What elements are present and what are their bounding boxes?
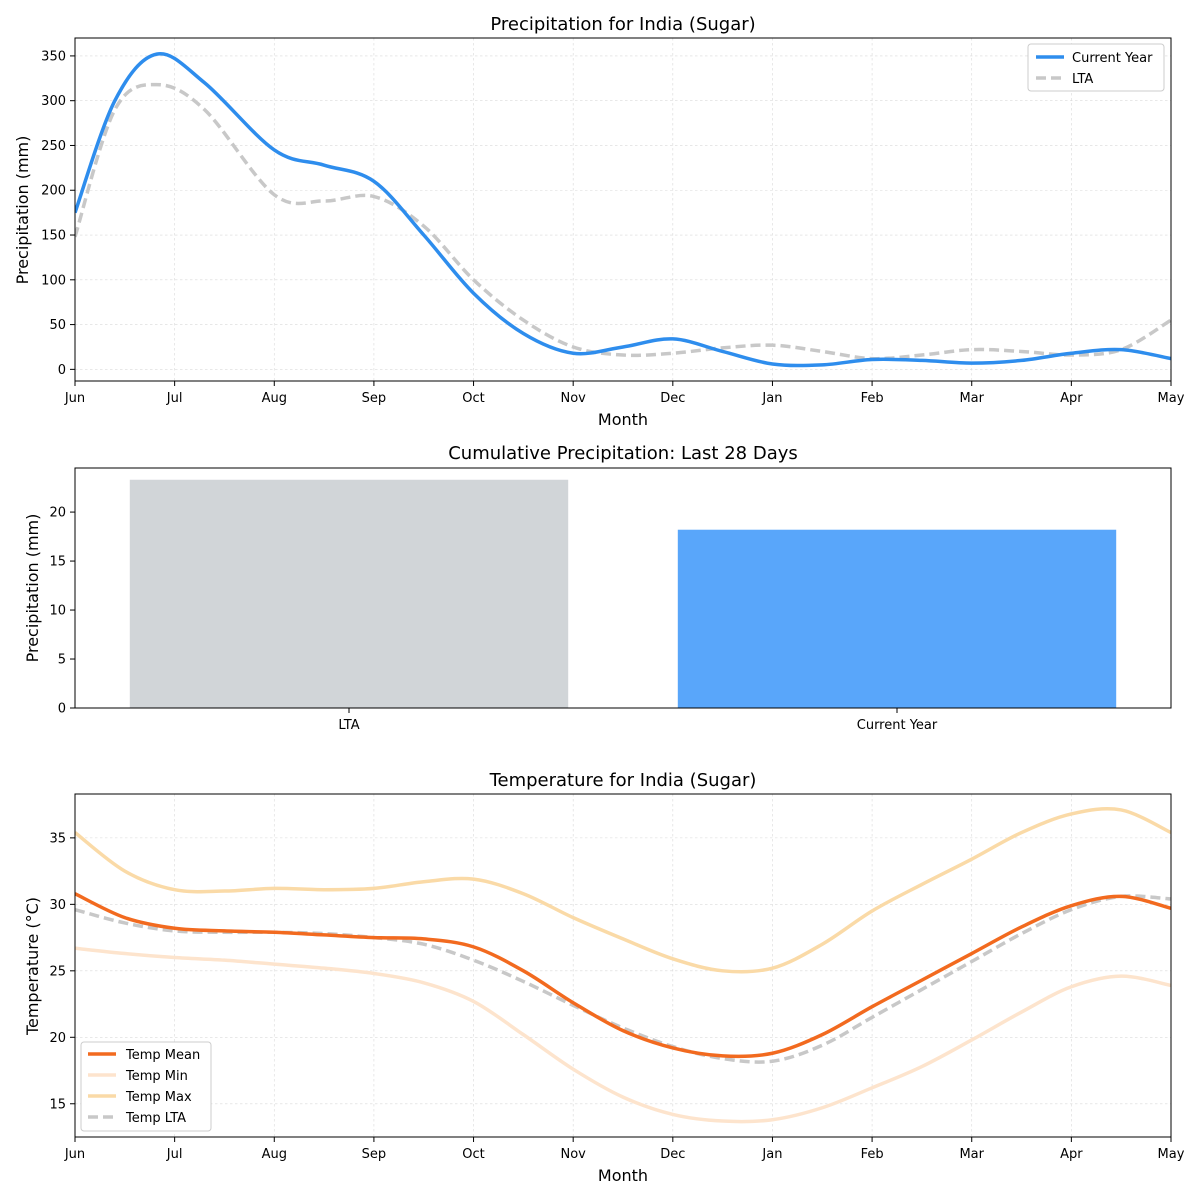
bar-y-tick-label-0: 0 [58, 702, 66, 717]
series-line-current-year [75, 52, 1171, 368]
p3-x-tick-label-aug: Aug [262, 1147, 287, 1162]
p1-y-tick-label-250: 250 [41, 139, 66, 154]
p1-y-tick-label-50: 50 [49, 318, 66, 333]
p1-y-tick-label-150: 150 [41, 229, 66, 244]
bar-y-tick-label-10: 10 [49, 604, 66, 619]
p3-x-tick-label-jul: Jul [166, 1147, 183, 1162]
precip-chart-title: Precipitation for India (Sugar) [490, 14, 755, 35]
p3-x-tick-label-jan: Jan [761, 1147, 782, 1162]
p1-x-tick-label-aug: Aug [262, 391, 287, 406]
legend-label-temp-min: Temp Min [125, 1069, 188, 1084]
p1-x-tick-label-jun: Jun [64, 391, 85, 406]
p3-x-tick-label-dec: Dec [660, 1147, 685, 1162]
p1-x-tick-label-jan: Jan [761, 391, 782, 406]
bar-lta [129, 479, 569, 708]
p3-y-tick-label-20: 20 [49, 1031, 66, 1046]
bar-x-tick-label-current-year: Current Year [857, 718, 938, 733]
p1-x-tick-label-oct: Oct [462, 391, 484, 406]
legend-label-temp-max: Temp Max [125, 1090, 192, 1105]
p1-x-tick-label-sep: Sep [362, 391, 387, 406]
legend-label-lta: LTA [1072, 72, 1093, 87]
series-line-temp-min [75, 946, 1171, 1124]
bar-y-tick-label-5: 5 [58, 653, 66, 668]
series-line-temp-mean [75, 892, 1171, 1059]
temp-chart-title: Temperature for India (Sugar) [489, 770, 757, 791]
bar-y-tick-label-15: 15 [49, 555, 66, 570]
temp-legend: Temp Mean Temp Min Temp Max Temp LTA [80, 1041, 212, 1132]
p1-x-tick-label-mar: Mar [959, 391, 984, 406]
bar-x-tick-label-lta: LTA [338, 718, 359, 733]
p3-x-tick-label-oct: Oct [462, 1147, 484, 1162]
legend-label-temp-mean: Temp Mean [125, 1048, 200, 1063]
precipitation-line-chart: Precipitation for India (Sugar) Jun Jul Au… [13, 14, 1185, 429]
p3-y-tick-label-25: 25 [49, 964, 66, 979]
p3-x-tick-label-may: May [1158, 1147, 1185, 1162]
bar-y-tick-label-20: 20 [49, 506, 66, 521]
temp-plot-frame [74, 793, 1172, 1138]
p3-x-tick-label-apr: Apr [1060, 1147, 1083, 1162]
cumulative-bar-chart: Cumulative Precipitation: Last 28 Days L… [23, 443, 1172, 733]
p1-y-tick-label-100: 100 [41, 273, 66, 288]
bar-plot-frame [74, 467, 1172, 709]
legend-label-current-year: Current Year [1072, 51, 1153, 66]
series-line-temp-max [75, 806, 1171, 974]
temperature-line-chart: Temperature for India (Sugar) Jun Jul Aug S… [23, 770, 1185, 1185]
p3-x-tick-label-nov: Nov [560, 1147, 586, 1162]
legend-label-temp-lta: Temp LTA [125, 1111, 186, 1126]
series-line-lta [75, 82, 1171, 361]
p3-y-tick-label-35: 35 [49, 831, 66, 846]
p1-y-tick-label-350: 350 [41, 49, 66, 64]
bar-current-year [677, 529, 1117, 708]
p3-x-tick-label-sep: Sep [362, 1147, 387, 1162]
p3-x-tick-label-jun: Jun [64, 1147, 85, 1162]
p3-y-tick-label-15: 15 [49, 1097, 66, 1112]
bar-y-axis-label: Precipitation (mm) [23, 514, 42, 663]
precip-legend: Current Year LTA [1027, 43, 1165, 92]
precip-y-axis-label: Precipitation (mm) [13, 136, 32, 285]
temp-y-axis-label: Temperature (°C) [23, 897, 42, 1036]
precip-plot-frame [74, 37, 1172, 382]
p1-x-tick-label-nov: Nov [560, 391, 586, 406]
bar-chart-title: Cumulative Precipitation: Last 28 Days [448, 443, 798, 464]
p1-x-tick-label-jul: Jul [166, 391, 183, 406]
p1-x-tick-label-apr: Apr [1060, 391, 1083, 406]
p1-x-tick-label-feb: Feb [861, 391, 884, 406]
precip-x-axis-label: Month [598, 410, 648, 429]
p1-y-tick-label-0: 0 [58, 363, 66, 378]
temp-x-axis-label: Month [598, 1166, 648, 1185]
p1-x-tick-label-may: May [1158, 391, 1185, 406]
p3-x-tick-label-feb: Feb [861, 1147, 884, 1162]
p3-y-tick-label-30: 30 [49, 898, 66, 913]
p3-x-tick-label-mar: Mar [959, 1147, 984, 1162]
p1-x-tick-label-dec: Dec [660, 391, 685, 406]
p1-y-tick-label-200: 200 [41, 184, 66, 199]
p1-y-tick-label-300: 300 [41, 94, 66, 109]
